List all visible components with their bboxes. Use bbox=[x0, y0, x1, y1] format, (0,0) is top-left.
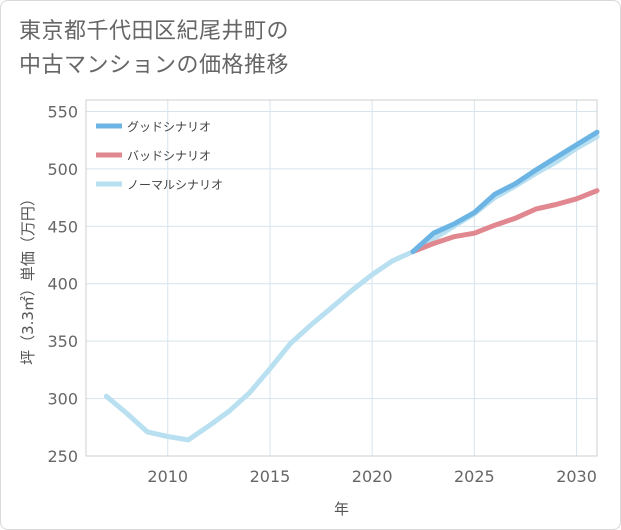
series-line-0 bbox=[410, 129, 600, 255]
series-line-1 bbox=[410, 188, 600, 255]
x-tick-label: 2030 bbox=[556, 467, 597, 486]
chart-title-line-2: 中古マンションの価格推移 bbox=[19, 53, 290, 78]
grid-lines bbox=[86, 100, 597, 457]
plot-border bbox=[85, 99, 598, 457]
y-tick-label: 250 bbox=[47, 447, 78, 466]
y-tick-label: 550 bbox=[47, 102, 78, 121]
x-tick-label: 2015 bbox=[250, 467, 291, 486]
y-tick-label: 400 bbox=[47, 275, 78, 294]
y-tick-label: 300 bbox=[47, 390, 78, 409]
x-tick-label: 2025 bbox=[454, 467, 495, 486]
legend-label-0: グッドシナリオ bbox=[127, 120, 211, 134]
x-tick-label: 2020 bbox=[352, 467, 393, 486]
y-tick-label: 500 bbox=[47, 160, 78, 179]
legend-label-2: ノーマルシナリオ bbox=[127, 178, 223, 192]
y-tick-label: 450 bbox=[47, 217, 78, 236]
chart-title-line-1: 東京都千代田区紀尾井町の bbox=[19, 19, 290, 44]
x-axis-label: 年 bbox=[334, 500, 349, 518]
chart-title: 東京都千代田区紀尾井町の 中古マンションの価格推移 bbox=[19, 15, 289, 83]
y-tick-labels: 250 300 350 400 450 500 550 bbox=[47, 102, 78, 466]
plot-area bbox=[85, 99, 598, 457]
y-tick-label: 350 bbox=[47, 332, 78, 351]
legend-label-1: バッドシナリオ bbox=[127, 149, 211, 163]
series-lines bbox=[103, 129, 600, 443]
x-tick-label: 2010 bbox=[147, 467, 188, 486]
x-tick-labels: 2010 2015 2020 2025 2030 bbox=[147, 467, 597, 486]
y-axis-label: 坪（3.3㎡）単価（万円） bbox=[19, 191, 37, 365]
